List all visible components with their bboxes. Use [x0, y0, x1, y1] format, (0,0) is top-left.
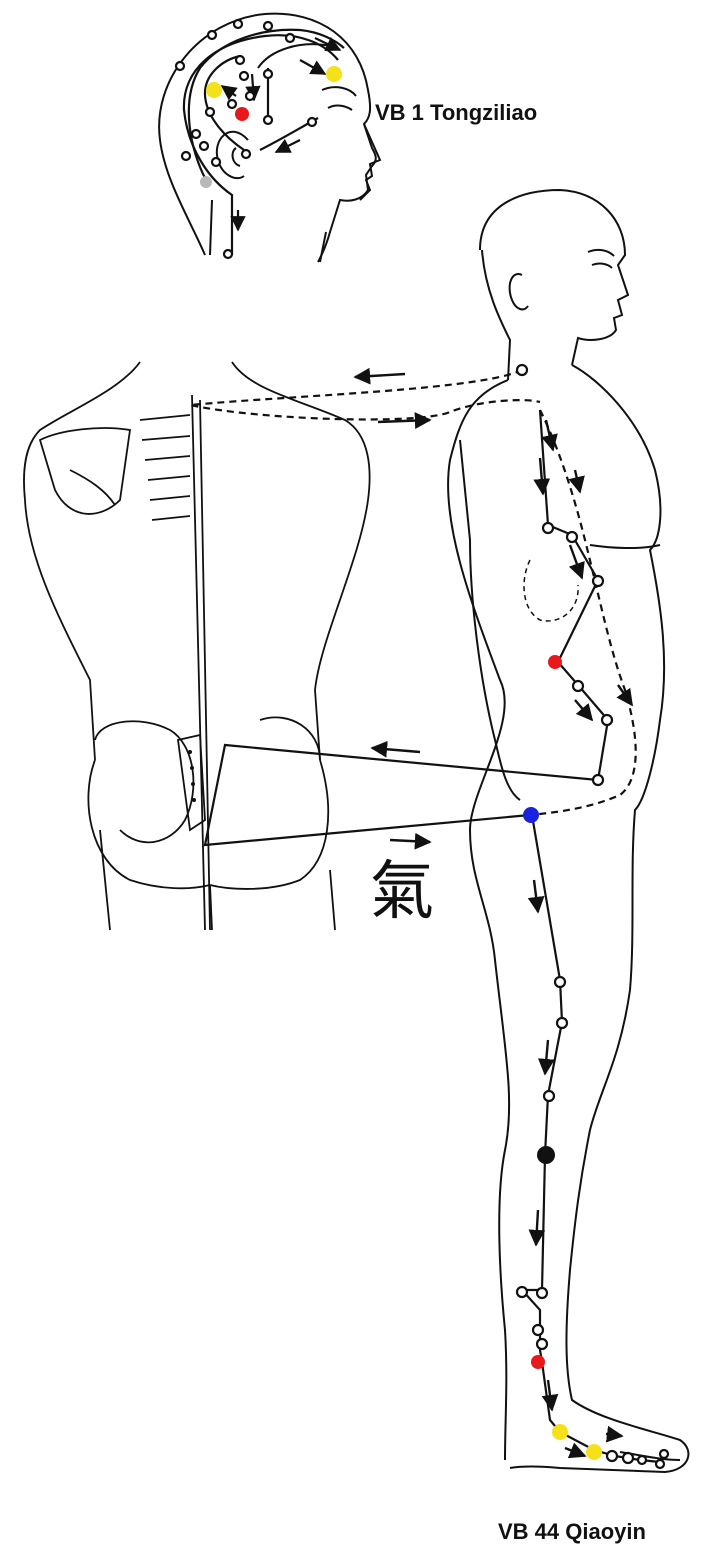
- red-point-flank: [548, 655, 562, 669]
- meridian-arrows: [353, 367, 633, 1459]
- side-figure: [447, 188, 690, 1474]
- vb1-tongziliao-point: [326, 66, 342, 82]
- vb1-label: VB 1 Tongziliao: [375, 100, 538, 125]
- qi-glyph: 氣: [370, 855, 434, 929]
- vb44-qiaoyin-point: [586, 1444, 602, 1460]
- head-acupoints: [174, 18, 318, 260]
- yellow-point-head: [206, 82, 222, 98]
- vb44-label: VB 44 Qiaoyin: [498, 1519, 646, 1544]
- yellow-point-foot: [552, 1424, 568, 1440]
- head-meridian-lines: [182, 28, 345, 255]
- gray-point-head: [200, 176, 212, 188]
- body-acupoints: [515, 363, 670, 1470]
- large-black-acupoint: [537, 1146, 555, 1164]
- blue-point-hip: [523, 807, 539, 823]
- red-point-head: [235, 107, 249, 121]
- red-point-ankle: [531, 1355, 545, 1369]
- back-figure: [23, 361, 371, 931]
- sacral-foramina: [188, 750, 196, 802]
